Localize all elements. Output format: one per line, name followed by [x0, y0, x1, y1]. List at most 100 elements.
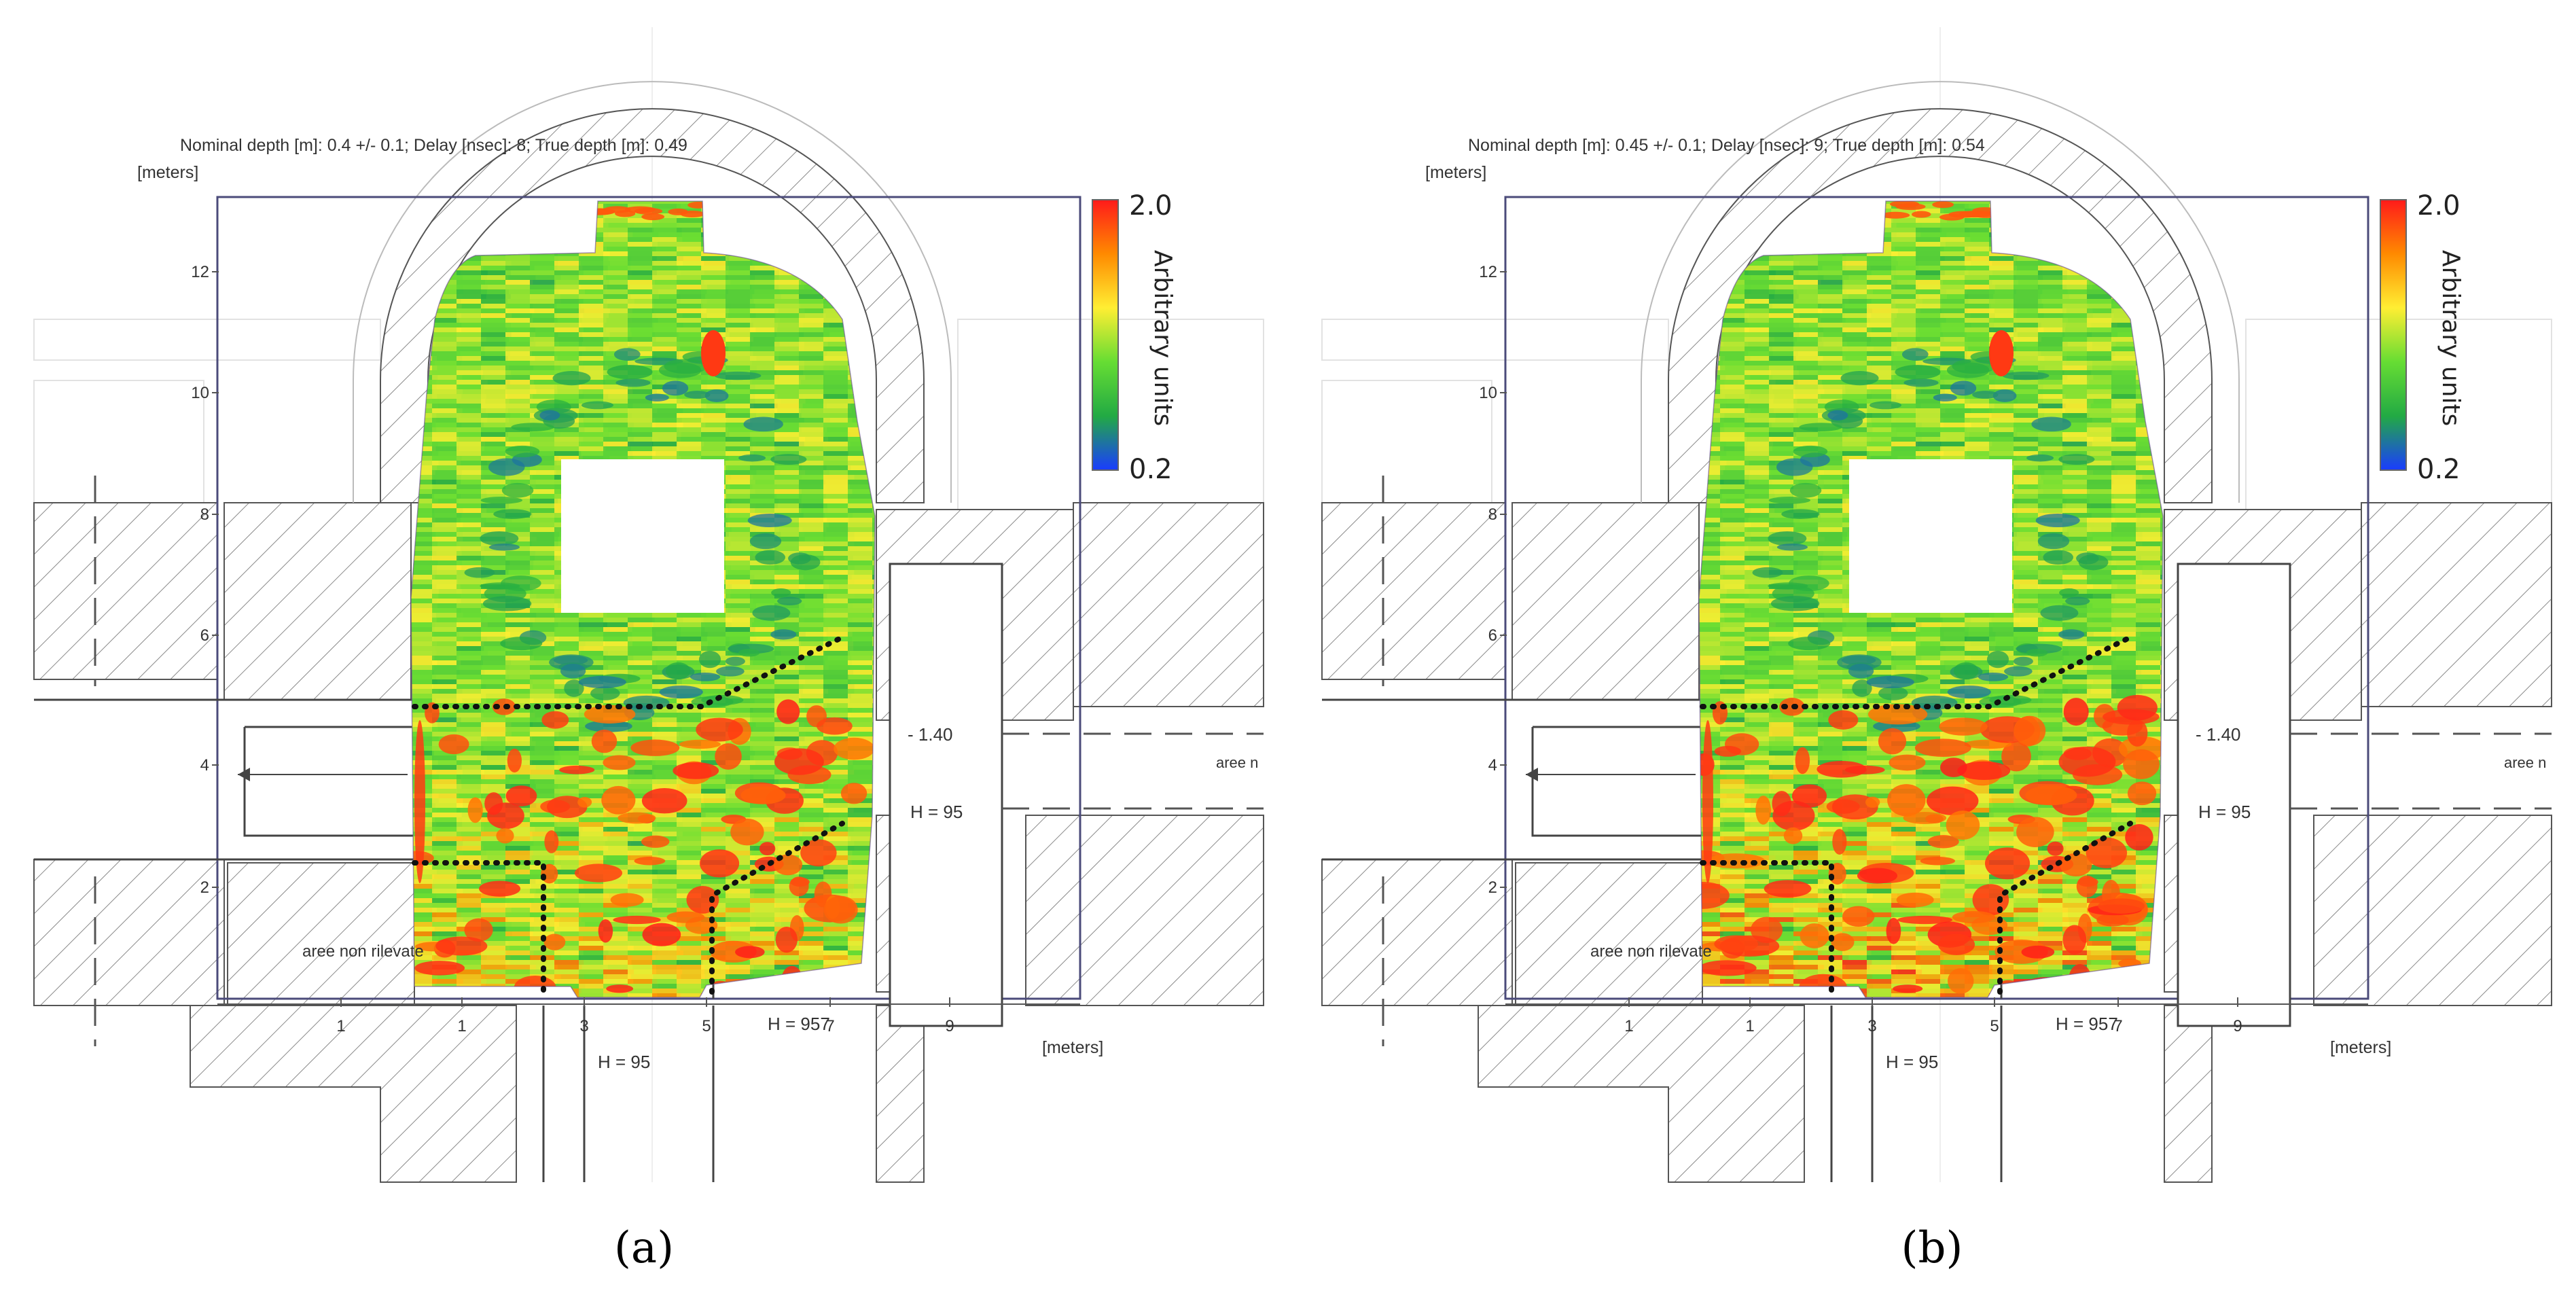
interpretation-line-upper [1700, 636, 2130, 709]
x-tick-label: 5 [702, 1017, 711, 1035]
level-annotation: - 1.40 [908, 724, 953, 745]
x-tick-label: 9 [2233, 1017, 2242, 1035]
height-label-right: H = 95 [910, 802, 963, 822]
labels: Nominal depth [m]: 0.45 +/- 0.1; Delay [… [1425, 136, 2546, 1072]
height-label-bottom: H = 95 [1886, 1052, 1938, 1072]
area-note-short: aree n [2504, 754, 2546, 771]
labels: Nominal depth [m]: 0.4 +/- 0.1; Delay [n… [137, 136, 1258, 1072]
central-void [561, 459, 724, 613]
map-header: Nominal depth [m]: 0.4 +/- 0.1; Delay [n… [180, 136, 687, 155]
colorbar: 2.0 0.2 Arbitrary units [2380, 190, 2465, 485]
x-unit-label: [meters] [1042, 1038, 1103, 1057]
panel-a: Nominal depth [m]: 0.4 +/- 0.1; Delay [n… [33, 27, 1264, 1183]
hatched-wall [2164, 1005, 2213, 1183]
x-tick-label: 1 [336, 1017, 345, 1035]
interpretation-line-right [709, 821, 845, 995]
hatched-wall [2361, 502, 2552, 707]
apse-wall [380, 108, 925, 503]
architectural-plan [1321, 27, 2552, 1183]
gpr-map-b: Nominal depth [m]: 0.45 +/- 0.1; Delay [… [1321, 27, 2552, 1183]
y-tick-label: 4 [200, 756, 209, 775]
x-tick-label: 7 [2113, 1017, 2122, 1035]
y-tick-label: 4 [1488, 756, 1497, 775]
y-unit-label: [meters] [137, 163, 198, 182]
y-unit-label: [meters] [1425, 163, 1486, 182]
hatched-wall [223, 502, 412, 700]
y-tick-label: 12 [191, 263, 209, 281]
colorbar-gradient [2380, 199, 2407, 471]
x-tick-label: 9 [945, 1017, 954, 1035]
gpr-map-a: Nominal depth [m]: 0.4 +/- 0.1; Delay [n… [33, 27, 1264, 1183]
y-tick-label: 10 [191, 384, 209, 402]
dashed-wall [2290, 732, 2552, 810]
right-doorway [2177, 563, 2291, 1027]
colorbar-title: Arbitrary units [1149, 250, 1177, 426]
sub-label-a: (a) [613, 1223, 675, 1273]
y-tick-label: 10 [1479, 384, 1497, 402]
colorbar-max-label: 2.0 [2417, 190, 2461, 221]
colorbar-max-label: 2.0 [1129, 190, 1173, 221]
hatched-wall [1321, 859, 1513, 1006]
y-tick-label: 8 [1488, 505, 1497, 524]
height-label-right: H = 95 [2198, 802, 2251, 822]
y-tick-label: 2 [1488, 878, 1497, 897]
x-tick-label: 1 [457, 1017, 466, 1035]
hatched-wall [1515, 862, 1703, 1006]
colorbar-gradient [1092, 199, 1119, 471]
architectural-plan [33, 27, 1264, 1183]
high-amplitude-spots [411, 201, 875, 997]
low-amplitude-ring [1752, 348, 2109, 732]
y-tick-label: 6 [200, 626, 209, 645]
interpretation-line-upper [412, 636, 842, 709]
interpretation-line-right [1997, 821, 2133, 995]
dashed-wall [1002, 732, 1264, 810]
survey-outline [410, 200, 876, 998]
hatched-wall [1321, 502, 1506, 680]
y-tick-label: 8 [200, 505, 209, 524]
right-doorway [889, 563, 1003, 1027]
height-label-bottom-right: H = 957 [768, 1014, 830, 1034]
hatched-wall [2313, 815, 2552, 1006]
x-tick-label: 7 [825, 1017, 834, 1035]
interpretation-line-left [1700, 860, 1834, 995]
x-tick-label: 1 [1624, 1017, 1633, 1035]
colorbar: 2.0 0.2 Arbitrary units [1092, 190, 1177, 485]
survey-outline [1698, 200, 2164, 998]
area-note-short: aree n [1216, 754, 1258, 771]
x-unit-label: [meters] [2330, 1038, 2391, 1057]
y-tick-label: 12 [1479, 263, 1497, 281]
interpretation-line-left [412, 860, 546, 995]
x-tick-label: 3 [1867, 1017, 1876, 1035]
level-annotation: - 1.40 [2196, 724, 2241, 745]
area-note: aree non rilevate [302, 942, 424, 961]
panel-b: Nominal depth [m]: 0.45 +/- 0.1; Delay [… [1288, 0, 2576, 1299]
map-frame [216, 196, 1081, 1000]
height-label-bottom: H = 95 [598, 1052, 650, 1072]
x-tick-label: 3 [579, 1017, 588, 1035]
map-header: Nominal depth [m]: 0.45 +/- 0.1; Delay [… [1468, 136, 1985, 155]
hatched-wall [1073, 502, 1264, 707]
central-void [1849, 459, 2012, 613]
hatched-wall [33, 859, 225, 1006]
corridor [1322, 698, 1702, 861]
hatched-wall [1025, 815, 1264, 1006]
x-tick-label: 1 [1745, 1017, 1754, 1035]
hatched-wall [876, 1005, 925, 1183]
high-amplitude-spots [1699, 201, 2163, 997]
hatched-wall [190, 1005, 517, 1183]
hatched-wall [1478, 1005, 1805, 1183]
x-tick-label: 5 [1990, 1017, 1999, 1035]
hatched-wall [1511, 502, 1700, 700]
colorbar-min-label: 0.2 [1129, 454, 1173, 485]
colorbar-title: Arbitrary units [2437, 250, 2465, 426]
y-tick-label: 2 [200, 878, 209, 897]
hatched-wall [33, 502, 218, 680]
y-tick-label: 6 [1488, 626, 1497, 645]
map-frame [1504, 196, 2369, 1000]
height-label-bottom-right: H = 957 [2056, 1014, 2118, 1034]
colorbar-min-label: 0.2 [2417, 454, 2461, 485]
sub-label-b: (b) [1901, 1223, 1963, 1273]
apse-wall [1668, 108, 2213, 503]
corridor [34, 698, 414, 861]
area-note: aree non rilevate [1590, 942, 1712, 961]
